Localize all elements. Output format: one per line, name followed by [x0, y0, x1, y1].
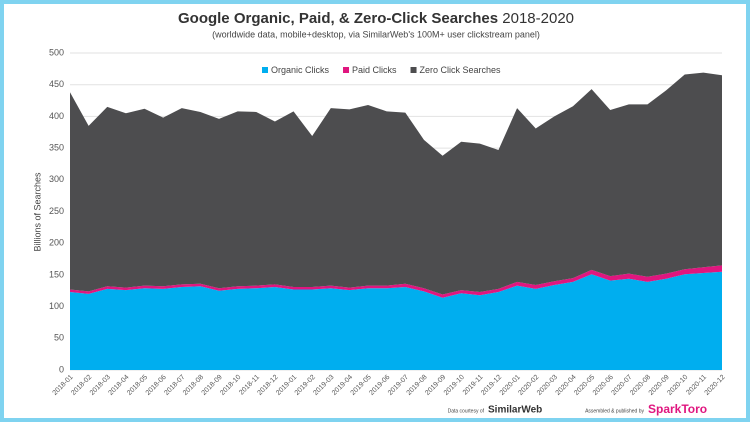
y-tick-label: 350 — [49, 142, 64, 152]
legend: Organic Clicks Paid Clicks Zero Click Sear… — [262, 65, 501, 75]
y-tick-label: 300 — [49, 174, 64, 184]
legend-swatch — [410, 67, 417, 73]
y-tick-label: 200 — [49, 238, 64, 248]
legend-label: Organic Clicks — [271, 65, 330, 75]
credit-source: SimilarWeb — [488, 405, 542, 416]
y-tick-label: 150 — [49, 269, 64, 279]
chart-title-years: 2018-2020 — [502, 10, 574, 27]
chart-title-line: Google Organic, Paid, & Zero-Click Searc… — [178, 10, 574, 27]
chart-title: Google Organic, Paid, & Zero-Click Searc… — [178, 10, 498, 27]
area — [70, 72, 722, 295]
y-tick-label: 400 — [49, 111, 64, 121]
credit-label: Data courtesy of — [448, 408, 485, 414]
subtitle: (worldwide data, mobile+desktop, via Sim… — [212, 29, 540, 39]
y-tick-label: 450 — [49, 79, 64, 89]
x-tick-label: 2020-12 — [704, 374, 727, 397]
y-tick-label: 500 — [49, 47, 64, 57]
legend-label: Zero Click Searches — [420, 65, 502, 75]
publisher: SparkToro — [648, 402, 707, 416]
publisher-label: Assembled & published by — [585, 408, 644, 414]
y-tick-label: 0 — [59, 364, 64, 374]
frame: Google Organic, Paid, & Zero-Click Searc… — [4, 4, 746, 418]
y-tick-label: 100 — [49, 301, 64, 311]
legend-swatch — [262, 67, 268, 73]
y-tick-label: 50 — [54, 333, 64, 343]
area — [70, 271, 722, 370]
legend-label: Paid Clicks — [352, 65, 397, 75]
chart: Google Organic, Paid, & Zero-Click Searc… — [32, 10, 727, 416]
y-axis-label: Billions of Searches — [32, 172, 42, 252]
y-tick-label: 250 — [49, 206, 64, 216]
legend-swatch — [343, 67, 350, 73]
